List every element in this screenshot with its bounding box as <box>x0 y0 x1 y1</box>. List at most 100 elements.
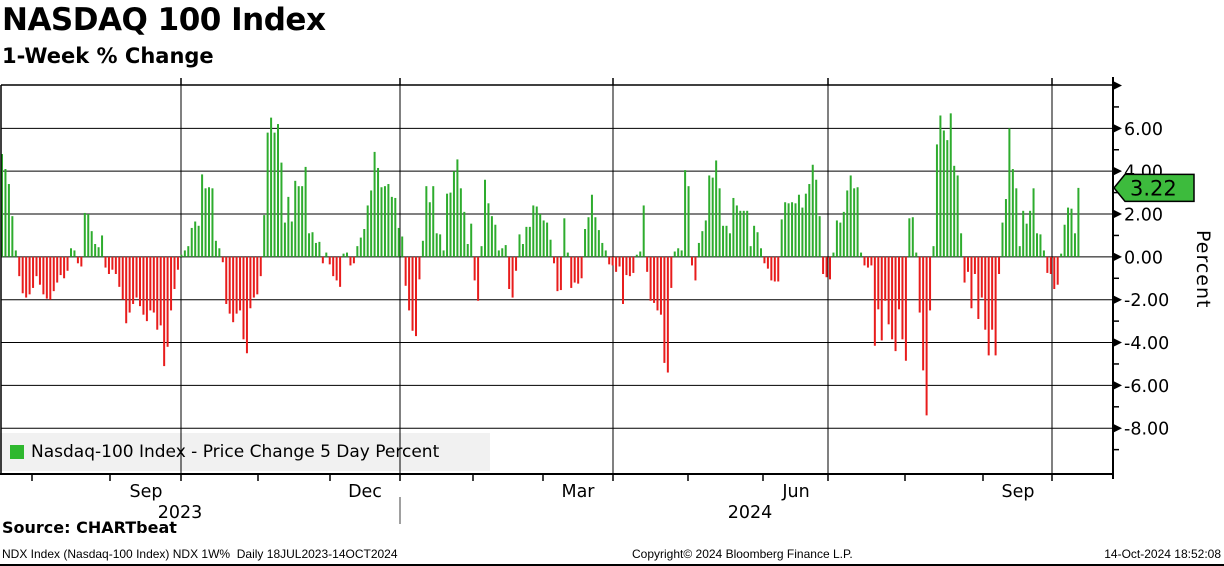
bar-positive <box>756 232 759 257</box>
bar-positive <box>584 229 587 257</box>
bar-positive <box>452 171 455 257</box>
y-tick-arrow-icon <box>1112 380 1122 391</box>
bar-positive <box>421 240 424 257</box>
bar-positive <box>946 140 949 257</box>
bar-positive <box>180 254 183 257</box>
bar-positive <box>908 218 911 257</box>
legend: Nasdaq-100 Index - Price Change 5 Day Pe… <box>0 433 490 471</box>
bar-positive <box>535 206 538 257</box>
bar-positive <box>804 193 807 257</box>
bar-negative <box>894 256 897 352</box>
bar-positive <box>204 188 207 257</box>
bar-positive <box>1042 250 1045 257</box>
bar-positive <box>832 252 835 257</box>
bar-positive <box>715 160 718 257</box>
bar-negative <box>508 256 511 289</box>
y-tick-label: 2.00 <box>1124 206 1163 226</box>
bar-negative <box>898 256 900 310</box>
bar-negative <box>411 256 414 331</box>
bar-positive <box>835 220 838 257</box>
x-month-label: Sep <box>1002 482 1035 502</box>
bar-negative <box>663 256 666 363</box>
bar-positive <box>1018 246 1021 257</box>
y-tick-arrow-icon <box>1112 251 1122 262</box>
bar-negative <box>877 256 880 310</box>
bar-negative <box>252 256 255 298</box>
bar-negative <box>618 256 621 267</box>
bar-positive <box>949 113 952 257</box>
bar-negative <box>929 256 932 311</box>
bar-positive <box>97 247 100 257</box>
y-tick-label: -4.00 <box>1124 334 1169 354</box>
bar-positive <box>487 203 490 257</box>
bar-negative <box>615 256 618 272</box>
bar-positive <box>704 220 707 257</box>
bar-positive <box>432 186 435 257</box>
bar-positive <box>356 246 359 257</box>
bar-positive <box>366 205 369 257</box>
bar-negative <box>770 256 773 281</box>
bar-negative <box>149 256 152 311</box>
bar-positive <box>197 225 200 257</box>
bar-positive <box>346 252 348 257</box>
bar-negative <box>515 256 518 271</box>
bar-negative <box>694 256 697 281</box>
bar-negative <box>691 256 693 266</box>
bar-negative <box>35 256 38 277</box>
bar-positive <box>290 221 293 257</box>
bar-negative <box>628 256 631 277</box>
bar-negative <box>228 256 231 314</box>
bar-negative <box>239 256 242 311</box>
bar-negative <box>656 256 659 311</box>
bar-positive <box>563 218 566 257</box>
bar-positive <box>280 162 283 257</box>
bar-positive <box>490 216 493 257</box>
bottom-border <box>0 564 1224 566</box>
bar-negative <box>580 256 583 279</box>
bar-positive <box>787 203 790 257</box>
bar-negative <box>404 256 407 286</box>
bar-negative <box>573 256 576 283</box>
bar-negative <box>829 256 831 280</box>
bar-positive <box>1032 188 1035 257</box>
bar-negative <box>104 256 107 268</box>
bar-positive <box>387 184 390 257</box>
bar-positive <box>546 222 549 257</box>
bar-positive <box>277 124 279 257</box>
bar-negative <box>176 256 179 270</box>
page-title: NASDAQ 100 Index <box>2 2 326 38</box>
bar-negative <box>170 256 173 311</box>
bar-positive <box>377 167 380 257</box>
bar-positive <box>90 231 93 257</box>
y-tick-arrow-icon <box>1112 337 1122 348</box>
y-axis-title: Percent <box>1192 230 1214 309</box>
bar-positive <box>484 179 486 257</box>
bar-positive <box>911 217 914 257</box>
last-value-marker <box>1113 173 1195 203</box>
bar-positive <box>435 233 438 257</box>
bar-positive <box>839 222 842 257</box>
bar-negative <box>632 256 635 273</box>
bar-negative <box>625 256 628 276</box>
bar-negative <box>991 256 994 330</box>
bar-positive <box>501 248 504 257</box>
bar-negative <box>970 256 973 309</box>
bar-positive <box>294 180 297 257</box>
bar-positive <box>642 205 645 257</box>
bar-positive <box>728 233 731 257</box>
bar-positive <box>673 251 676 257</box>
bar-positive <box>1022 210 1025 257</box>
bar-positive <box>597 230 600 257</box>
bar-negative <box>511 256 514 298</box>
bar-positive <box>853 188 856 257</box>
bar-positive <box>587 217 590 257</box>
y-tick-label: 0.00 <box>1124 248 1163 268</box>
x-month-label: Jun <box>781 482 809 502</box>
bar-positive <box>808 184 811 257</box>
bar-positive <box>325 252 328 257</box>
bar-positive <box>1001 222 1004 257</box>
bar-negative <box>76 256 79 264</box>
bar-negative <box>159 256 162 326</box>
bar-positive <box>849 175 852 257</box>
